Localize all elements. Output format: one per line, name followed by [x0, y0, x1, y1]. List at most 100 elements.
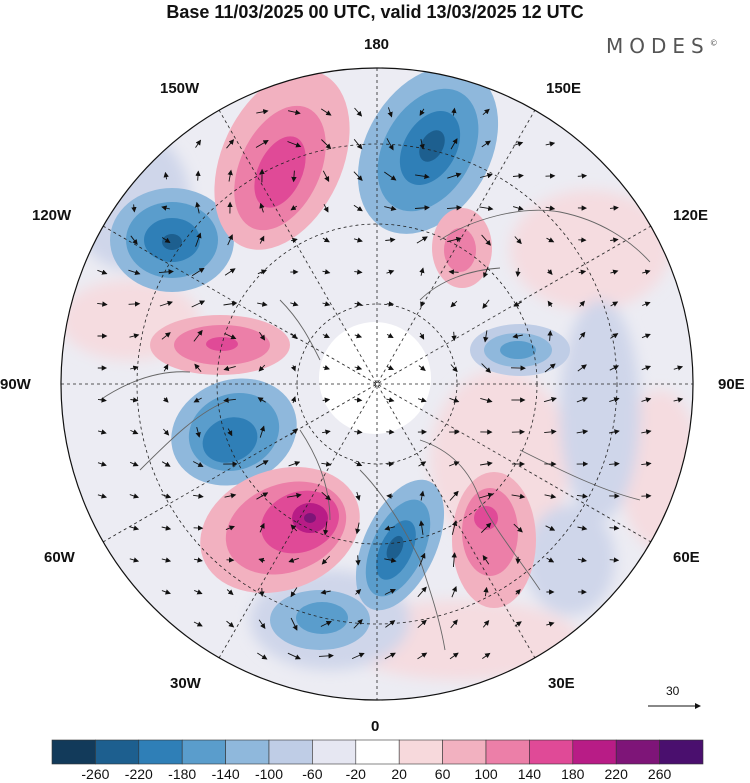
wind-vector-arrow [577, 173, 588, 179]
wind-vector-arrow [128, 301, 141, 307]
colorbar-swatch [355, 739, 400, 765]
colorbar-tick-label: -220 [124, 766, 153, 782]
wind-vector-arrow [287, 652, 301, 660]
colorbar-tick-label: 220 [604, 766, 628, 782]
wind-vector-arrow [223, 365, 236, 371]
lon-label-90w: 90W [0, 376, 31, 393]
wind-vector-arrow [290, 301, 299, 307]
wind-vector-arrow [354, 365, 363, 371]
colorbar-tick-label: -180 [168, 766, 197, 782]
lon-label-180: 180 [364, 36, 390, 53]
wind-vector-arrow [547, 330, 553, 341]
wind-vector-arrow [257, 652, 268, 660]
blue-cell-north-atlantic [270, 590, 370, 650]
wind-vector-arrow [223, 301, 238, 307]
blue-cell-aleutian [357, 68, 499, 234]
wind-vector-arrow [481, 140, 491, 148]
wind-vector-arrow [418, 365, 426, 371]
wind-vector-arrow [449, 461, 460, 467]
wind-vector-arrow [130, 397, 139, 403]
reference-vector-label: 30 [666, 684, 680, 698]
wind-vector-arrow [129, 493, 140, 499]
wind-vector-arrow [546, 237, 555, 243]
wind-vector-arrow [255, 140, 269, 148]
wind-vector-arrow [481, 363, 492, 374]
wind-vector-arrow [545, 205, 556, 211]
wind-vector-arrow [259, 235, 265, 244]
wind-vector-arrow [579, 300, 585, 307]
wind-vector-arrow [609, 557, 620, 563]
wind-vector-arrow [224, 332, 237, 340]
wind-vector-arrow [419, 108, 425, 116]
wind-vector-arrow [192, 461, 204, 467]
wind-vector-arrow [354, 301, 363, 307]
wind-vector-arrow [131, 204, 137, 213]
wind-vectors [97, 107, 684, 660]
wind-vector-arrow [450, 138, 458, 150]
wind-vector-arrow [257, 269, 267, 275]
wind-vector-arrow [194, 363, 202, 372]
wind-vector-arrow [224, 493, 237, 499]
wind-vector-arrow [386, 333, 394, 339]
pink-cell-canada [150, 315, 290, 375]
wind-vector-arrow [482, 108, 490, 116]
colorbar-tick-label: -140 [211, 766, 240, 782]
wind-vector-arrow [419, 332, 425, 340]
wind-vector-arrow [158, 269, 174, 275]
wind-vector-arrow [193, 557, 203, 563]
wind-vector-arrow [355, 555, 361, 566]
wind-vector-arrow [226, 620, 235, 628]
wind-vector-arrow [191, 267, 205, 277]
wind-vector-arrow [512, 333, 523, 339]
wind-vector-arrow [163, 428, 170, 436]
wind-vector-arrow [256, 109, 269, 115]
wind-vector-arrow [449, 490, 459, 501]
wind-vector-arrow [195, 232, 202, 247]
wind-vector-arrow [451, 585, 457, 598]
wind-vector-arrow [482, 620, 490, 628]
wind-vector-arrow [195, 426, 201, 438]
wind-vector-arrow [386, 397, 395, 403]
lon-label-150w: 150W [160, 80, 200, 97]
wind-vector-arrow [480, 397, 493, 403]
colorbar [51, 739, 704, 765]
wind-vector-arrow [610, 237, 619, 243]
wind-vector-arrow [288, 109, 301, 115]
wind-vector-arrow [224, 268, 236, 276]
brand-logo: MODES© [606, 34, 718, 58]
wind-vector-arrow [609, 461, 620, 467]
wind-vector-arrow [129, 461, 139, 467]
wind-vector-arrow [193, 329, 203, 342]
wind-vector-arrow [318, 653, 334, 659]
wind-vector-arrow [161, 589, 171, 595]
wind-vector-arrow [479, 172, 493, 179]
wind-vector-arrow [130, 235, 138, 245]
wind-vector-arrow [673, 397, 684, 403]
wind-vector-arrow [320, 589, 331, 595]
wind-vector-arrow [384, 589, 396, 595]
colorbar-tick-label: -60 [302, 766, 323, 782]
wind-vector-arrow [195, 139, 202, 148]
wind-vector-arrow [384, 171, 397, 181]
wind-vector-arrow [418, 520, 425, 535]
wind-vector-arrow [384, 525, 395, 531]
wind-vector-arrow [673, 365, 684, 371]
wind-vector-arrow [162, 396, 169, 403]
wind-vector-arrow [641, 429, 652, 435]
wind-vector-arrow [353, 204, 363, 212]
colorbar-tick-label: 60 [434, 766, 451, 782]
wind-vector-arrow [161, 493, 172, 499]
lon-label-30w: 30W [170, 675, 201, 692]
wind-vector-arrow [287, 141, 302, 148]
wind-vector-arrow [323, 521, 329, 536]
wind-vector-arrow [384, 557, 397, 563]
wind-vector-arrow [610, 333, 619, 339]
wind-vector-arrow [290, 587, 298, 598]
wind-vector-arrow [641, 397, 652, 403]
wind-vector-arrow [416, 236, 428, 244]
colorbar-tick-label: -260 [81, 766, 110, 782]
wind-vector-arrow [514, 236, 522, 245]
wind-vector-arrow [320, 621, 332, 627]
wind-vector-arrow [419, 139, 425, 150]
wind-vector-arrow [227, 234, 233, 246]
